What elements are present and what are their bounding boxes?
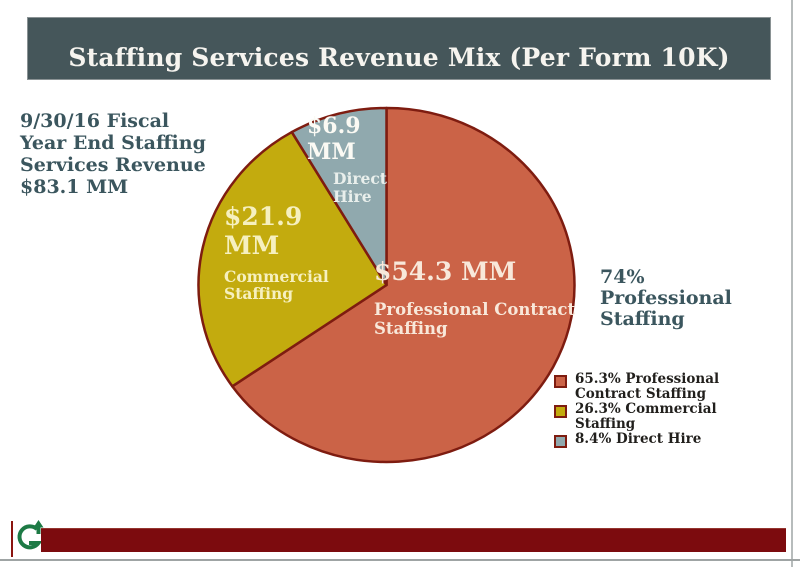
- slide-border-right: [791, 0, 793, 567]
- professional-amount: $54.3 MM: [374, 257, 517, 286]
- legend-marker-professional-icon: [554, 375, 567, 388]
- title-bar: Staffing Services Revenue Mix (Per Form …: [27, 17, 771, 80]
- pie-slice-professional-contract-staffing: [231, 106, 576, 464]
- legend-marker-commercial-icon: [554, 405, 567, 419]
- fiscal-note-line-1: 9/30/16 Fiscal: [20, 110, 170, 132]
- callout-line-1: 74%: [600, 266, 645, 288]
- direct-hire-amount: $6.9 MM: [307, 113, 361, 165]
- slide-title: Staffing Services Revenue Mix (Per Form …: [68, 43, 730, 72]
- legend-item-direct-hire: 8.4% Direct Hire: [554, 431, 737, 449]
- legend-item-commercial: 26.3% Commercial Staffing: [554, 402, 737, 432]
- chart-legend: 65.3% Professional Contract Staffing 26.…: [554, 371, 737, 449]
- footer-bar: [41, 528, 786, 552]
- pie-label-direct-hire: $6.9 MM Direct Hire: [307, 113, 397, 206]
- commercial-name: Commercial Staffing: [224, 266, 329, 304]
- pie-label-professional-contract: $54.3 MM Professional Contract Staffing: [374, 257, 602, 339]
- legend-text-professional: 65.3% Professional Contract Staffing: [575, 371, 720, 403]
- pie-slice-commercial-staffing: [197, 130, 388, 388]
- callout-74-percent: 74% Professional Staffing: [600, 267, 732, 330]
- professional-name: Professional Contract Staffing: [374, 300, 576, 339]
- direct-hire-name: Direct Hire: [333, 168, 387, 206]
- callout-line-3: Staffing: [600, 308, 685, 330]
- fiscal-note-line-4: $83.1 MM: [20, 176, 129, 198]
- legend-text-commercial: 26.3% Commercial Staffing: [575, 401, 717, 433]
- logo-g-icon: [17, 520, 44, 550]
- commercial-amount: $21.9 MM: [224, 202, 303, 260]
- legend-marker-direct-hire-icon: [554, 435, 567, 449]
- pie-slice-direct-hire: [290, 106, 388, 287]
- footer-accent-line: [11, 521, 13, 557]
- legend-item-professional: 65.3% Professional Contract Staffing: [554, 371, 737, 403]
- pie-label-commercial-staffing: $21.9 MM Commercial Staffing: [224, 202, 352, 304]
- fiscal-note-line-2: Year End Staffing: [20, 132, 206, 154]
- callout-line-2: Professional: [600, 287, 732, 309]
- fiscal-note-line-3: Services Revenue: [20, 154, 206, 176]
- fiscal-note: 9/30/16 Fiscal Year End Staffing Service…: [20, 110, 206, 198]
- legend-text-direct-hire: 8.4% Direct Hire: [575, 431, 702, 448]
- slide-border-bottom: [0, 559, 800, 561]
